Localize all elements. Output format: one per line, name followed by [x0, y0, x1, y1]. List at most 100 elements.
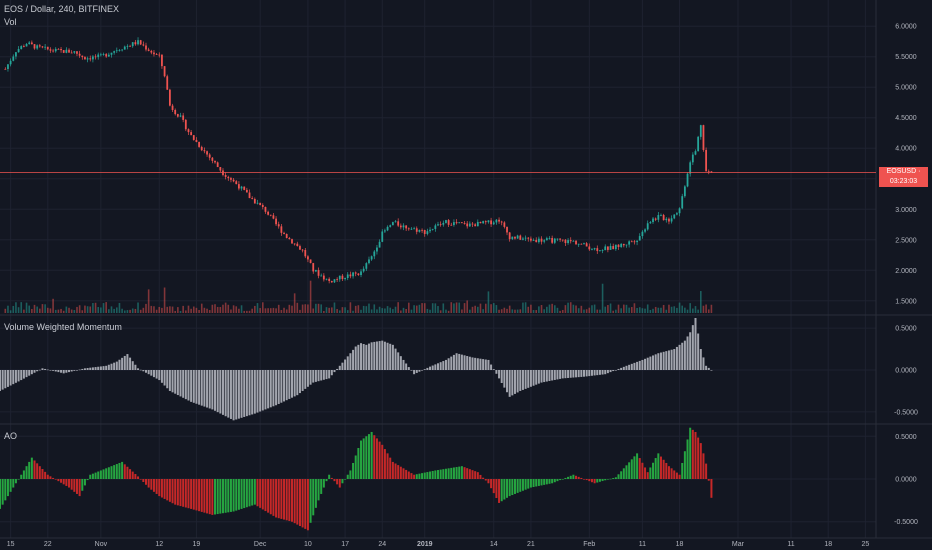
volume-bar: [52, 298, 54, 313]
volume-bar: [150, 305, 153, 313]
candle-body: [662, 214, 665, 221]
vwm-bar: [36, 370, 39, 372]
volume-bar: [506, 308, 508, 313]
candle-body: [654, 218, 657, 220]
vwm-bar: [521, 370, 524, 390]
volume-bar: [153, 306, 155, 313]
price-candles[interactable]: [4, 37, 713, 284]
volume-bar: [402, 307, 405, 313]
vwm-bar: [70, 370, 73, 372]
vwm-bar: [317, 370, 320, 382]
ao-bar: [269, 479, 272, 515]
candle-body: [463, 223, 466, 224]
vwm-bar: [121, 357, 124, 370]
volume-bar: [625, 304, 628, 313]
candle-body: [596, 248, 599, 251]
candle-body: [490, 220, 492, 225]
candle-body: [532, 239, 535, 241]
candle-body: [4, 68, 7, 70]
ao-bar: [200, 479, 203, 512]
candle-body: [176, 114, 179, 117]
ao-bar: [620, 471, 623, 479]
volume-bar: [123, 310, 126, 313]
candle-body: [649, 222, 652, 224]
vwm-bar: [689, 332, 692, 370]
ao-bar: [267, 479, 270, 513]
vwm-bar: [662, 351, 665, 370]
vwm-bar: [20, 370, 23, 381]
ao-bar: [516, 479, 519, 493]
vwm-bar: [94, 367, 97, 370]
candle-body: [153, 52, 155, 55]
ao-bar: [14, 479, 17, 484]
vwm-bar: [214, 370, 217, 411]
volume-bar: [100, 307, 102, 313]
candle-body: [604, 246, 607, 251]
vwm-bar: [405, 363, 408, 370]
volume-bar: [397, 302, 399, 313]
vwm-bar: [402, 359, 405, 370]
volume-bar: [254, 305, 256, 313]
ao-bar: [373, 435, 376, 479]
volume-bar: [530, 304, 532, 313]
candle-body: [333, 279, 336, 283]
vwm-bar: [123, 355, 126, 370]
volume-bar: [275, 308, 277, 313]
volume-bar: [408, 302, 410, 313]
candle-body: [60, 48, 62, 51]
candle-body: [330, 281, 333, 283]
candle-body: [232, 179, 235, 182]
candle-body: [583, 243, 585, 245]
ao-bar: [81, 479, 84, 491]
candle-body: [89, 58, 92, 60]
volume-bar: [524, 302, 527, 313]
candle-body: [238, 184, 240, 189]
vwm-bar: [450, 356, 453, 370]
volume-bar: [147, 289, 150, 313]
vwm-bar: [649, 356, 652, 370]
volume-bar: [668, 304, 670, 313]
volume-bar: [474, 305, 476, 313]
ao-bar: [410, 473, 413, 479]
ao-bar: [652, 462, 655, 479]
candle-body: [208, 154, 211, 158]
candle-body: [548, 238, 551, 239]
vwm-bar: [198, 370, 201, 405]
candle-body: [275, 218, 277, 225]
volume-bar: [126, 310, 129, 313]
vwm-bar: [333, 370, 336, 373]
ao-bar: [391, 461, 394, 479]
ao-bar: [44, 471, 47, 479]
vwm-bar: [229, 370, 232, 419]
candle-body: [508, 232, 511, 240]
volume-bar: [54, 309, 57, 313]
ao-bar: [36, 463, 39, 479]
ao-bar: [553, 479, 556, 483]
volume-bar: [498, 309, 500, 313]
ao-bar: [537, 479, 540, 486]
ao-bar: [293, 479, 296, 524]
ao-bar: [521, 479, 524, 491]
ao-bar: [30, 457, 33, 479]
ao-bar: [649, 467, 652, 479]
volume-bar: [500, 309, 503, 313]
volume-bar: [256, 303, 259, 313]
ao-bar: [455, 467, 458, 479]
volume-bar: [113, 308, 115, 313]
ao-bar: [224, 479, 227, 513]
candle-body: [81, 55, 84, 58]
candle-body: [54, 48, 57, 52]
ao-bar: [22, 470, 25, 479]
vwm-bar: [413, 370, 416, 375]
volume-bar: [434, 303, 437, 313]
vwm-bar: [386, 342, 389, 370]
volume-bar: [421, 303, 423, 313]
ao-bar: [657, 453, 660, 479]
vwm-bar: [328, 370, 331, 379]
ao-bar: [540, 479, 543, 486]
volume-bar: [540, 305, 543, 313]
candle-body: [699, 125, 702, 137]
ao-bar: [190, 479, 193, 509]
vwm-bar: [147, 370, 150, 375]
